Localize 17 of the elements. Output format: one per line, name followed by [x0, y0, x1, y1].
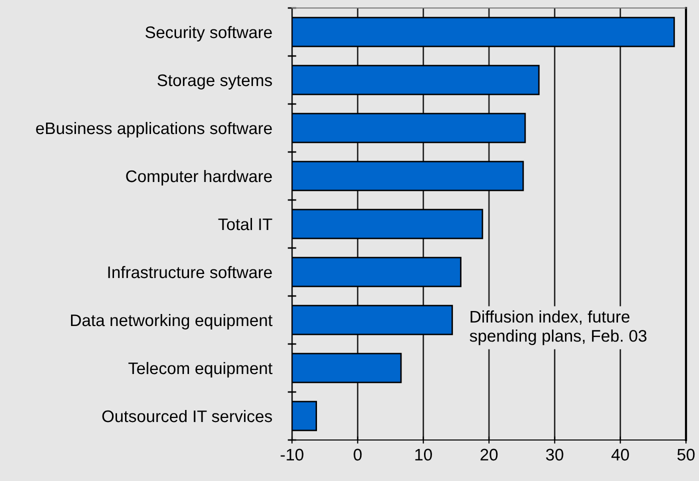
- x-tick-label: 10: [415, 448, 432, 461]
- y-tick-label: Security software: [145, 26, 272, 42]
- y-tick-label: Computer hardware: [126, 170, 272, 186]
- x-tick-label: 0: [354, 448, 362, 461]
- y-tick-label: eBusiness applications software: [36, 122, 272, 138]
- y-tick-label: Storage sytems: [158, 74, 272, 90]
- y-tick-label: Total IT: [218, 218, 272, 230]
- y-tick-label: Telecom equipment: [128, 362, 272, 378]
- y-tick-label: Infrastructure software: [108, 266, 272, 278]
- y-tick-label: Outsourced IT services: [102, 410, 272, 422]
- x-tick-label: 20: [480, 448, 498, 461]
- x-tick-label: 50: [677, 448, 695, 461]
- y-tick-label: Data networking equipment: [71, 314, 272, 330]
- x-tick-label: 30: [546, 448, 564, 461]
- x-tick-label: 40: [611, 448, 629, 461]
- annotation: Diffusion index, future spending plans, Feb. 03: [470, 310, 646, 346]
- x-tick-label: -10: [280, 448, 304, 461]
